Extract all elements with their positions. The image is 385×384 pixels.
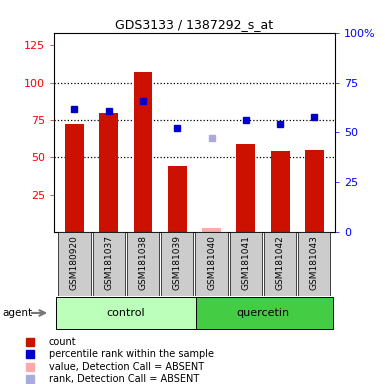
Bar bbox=[134, 72, 152, 232]
Text: rank, Detection Call = ABSENT: rank, Detection Call = ABSENT bbox=[49, 374, 199, 384]
Bar bbox=[161, 232, 193, 296]
Bar bbox=[55, 297, 196, 329]
Bar bbox=[196, 297, 333, 329]
Bar bbox=[305, 150, 324, 232]
Bar bbox=[202, 228, 221, 232]
Bar bbox=[236, 144, 255, 232]
Text: value, Detection Call = ABSENT: value, Detection Call = ABSENT bbox=[49, 361, 204, 372]
Text: control: control bbox=[107, 308, 145, 318]
Bar bbox=[127, 232, 159, 296]
Text: GSM181039: GSM181039 bbox=[173, 235, 182, 290]
Text: agent: agent bbox=[2, 308, 32, 318]
Text: GSM181041: GSM181041 bbox=[241, 235, 250, 290]
Bar bbox=[65, 124, 84, 232]
Text: GSM181038: GSM181038 bbox=[139, 235, 147, 290]
Bar bbox=[264, 232, 296, 296]
Bar bbox=[271, 151, 290, 232]
Bar bbox=[168, 166, 187, 232]
Text: percentile rank within the sample: percentile rank within the sample bbox=[49, 349, 214, 359]
Text: GSM181042: GSM181042 bbox=[276, 235, 285, 290]
Text: count: count bbox=[49, 336, 77, 347]
Text: GSM181043: GSM181043 bbox=[310, 235, 319, 290]
Bar bbox=[99, 113, 118, 232]
Bar bbox=[196, 232, 228, 296]
Text: GSM181037: GSM181037 bbox=[104, 235, 113, 290]
Text: GSM180920: GSM180920 bbox=[70, 235, 79, 290]
Text: quercetin: quercetin bbox=[236, 308, 290, 318]
Bar bbox=[93, 232, 125, 296]
Title: GDS3133 / 1387292_s_at: GDS3133 / 1387292_s_at bbox=[116, 18, 273, 31]
Bar bbox=[59, 232, 90, 296]
Text: GSM181040: GSM181040 bbox=[207, 235, 216, 290]
Bar bbox=[230, 232, 262, 296]
Bar bbox=[298, 232, 330, 296]
